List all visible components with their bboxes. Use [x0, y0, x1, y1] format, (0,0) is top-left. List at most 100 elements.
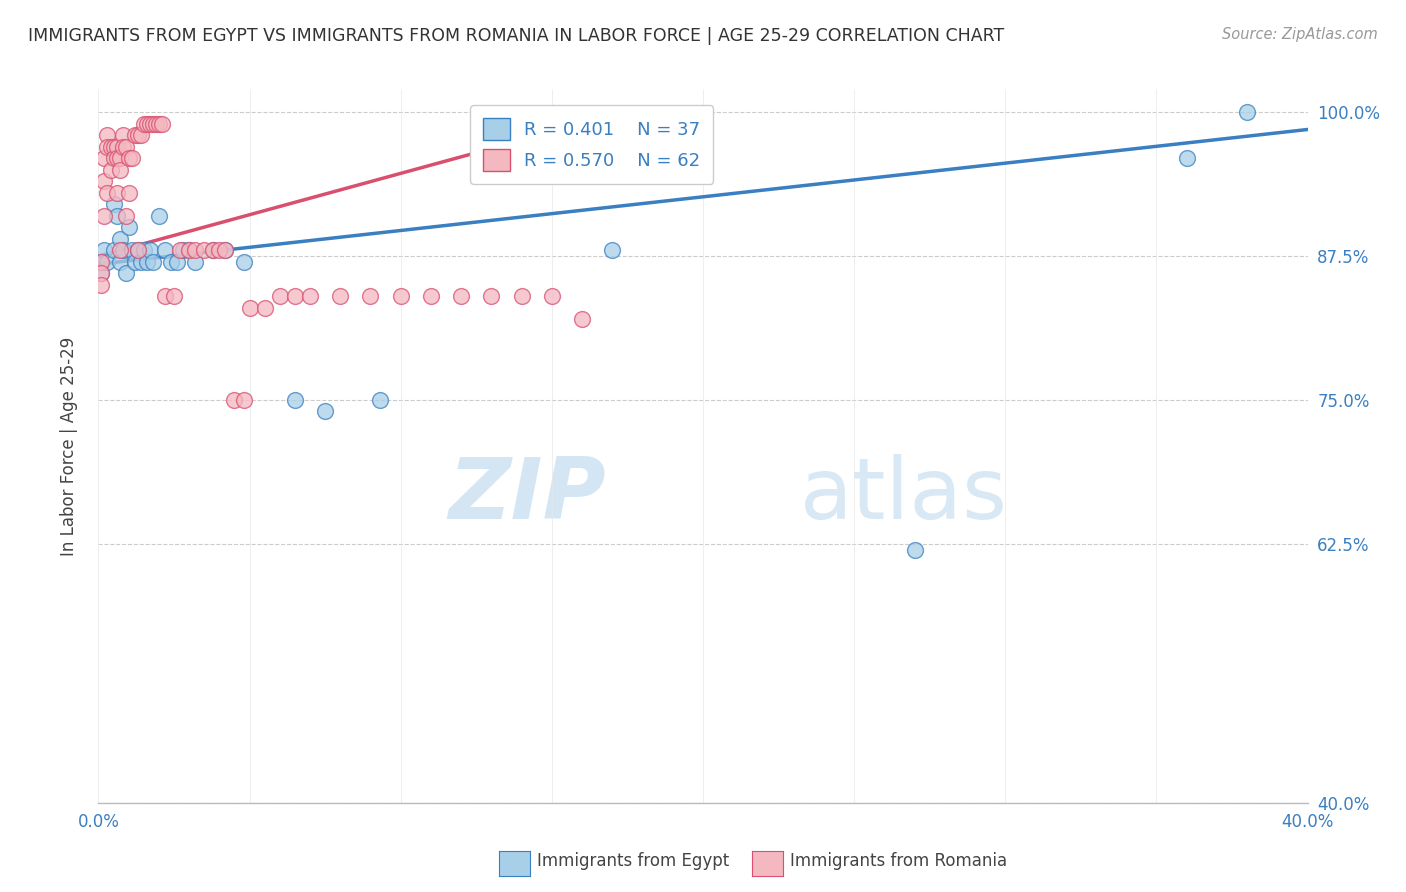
Point: [108, 162, 131, 177]
Point: [602, 244, 624, 258]
Point: [145, 117, 167, 131]
Point: [93, 244, 115, 258]
Point: [360, 289, 382, 303]
Point: [284, 289, 307, 303]
Point: [269, 289, 291, 303]
Point: [93, 209, 115, 223]
Point: [163, 289, 186, 303]
Point: [208, 244, 231, 258]
Legend: R = 0.401    N = 37, R = 0.570    N = 62: R = 0.401 N = 37, R = 0.570 N = 62: [470, 105, 713, 184]
Point: [132, 244, 155, 258]
Point: [1175, 151, 1198, 165]
Point: [127, 244, 149, 258]
Point: [90, 266, 112, 280]
Point: [100, 162, 122, 177]
Point: [100, 140, 122, 154]
Point: [153, 289, 176, 303]
Point: [90, 255, 112, 269]
Point: [1236, 105, 1258, 120]
Point: [105, 209, 128, 223]
Point: [111, 128, 134, 143]
Point: [114, 266, 136, 280]
Point: [571, 312, 593, 326]
Point: [184, 255, 207, 269]
Point: [103, 244, 125, 258]
Text: IMMIGRANTS FROM EGYPT VS IMMIGRANTS FROM ROMANIA IN LABOR FORCE | AGE 25-29 CORR: IMMIGRANTS FROM EGYPT VS IMMIGRANTS FROM…: [28, 27, 1004, 45]
Point: [481, 289, 503, 303]
Point: [108, 151, 131, 165]
Point: [114, 140, 136, 154]
Point: [193, 244, 215, 258]
Point: [103, 151, 125, 165]
Point: [124, 255, 146, 269]
Point: [103, 197, 125, 211]
Text: Immigrants from Romania: Immigrants from Romania: [790, 852, 1007, 870]
Point: [202, 244, 225, 258]
Point: [129, 255, 152, 269]
Point: [96, 186, 118, 200]
Point: [93, 174, 115, 188]
Y-axis label: In Labor Force | Age 25-29: In Labor Force | Age 25-29: [59, 336, 77, 556]
Text: atlas: atlas: [800, 454, 1008, 538]
Point: [166, 255, 188, 269]
Point: [420, 289, 443, 303]
Point: [108, 232, 131, 246]
Point: [284, 392, 307, 407]
Point: [184, 244, 207, 258]
Point: [172, 244, 194, 258]
Point: [105, 140, 128, 154]
Point: [118, 220, 141, 235]
Point: [160, 255, 183, 269]
Point: [450, 289, 472, 303]
Point: [111, 244, 134, 258]
Point: [105, 151, 128, 165]
Point: [150, 117, 173, 131]
Point: [904, 542, 927, 557]
Point: [510, 289, 533, 303]
Point: [214, 244, 236, 258]
Point: [129, 128, 152, 143]
Point: [329, 289, 352, 303]
Point: [389, 289, 412, 303]
Point: [132, 117, 155, 131]
Point: [103, 140, 125, 154]
Point: [142, 117, 165, 131]
Point: [148, 209, 170, 223]
Point: [90, 277, 112, 292]
Point: [169, 244, 191, 258]
Point: [127, 244, 149, 258]
Point: [127, 128, 149, 143]
Point: [142, 255, 165, 269]
Point: [111, 140, 134, 154]
Point: [239, 301, 262, 315]
Point: [105, 186, 128, 200]
Point: [135, 255, 157, 269]
Point: [224, 392, 246, 407]
Point: [118, 186, 141, 200]
Point: [232, 392, 254, 407]
Point: [121, 244, 143, 258]
Point: [135, 117, 157, 131]
Point: [179, 244, 201, 258]
Point: [108, 244, 131, 258]
Point: [124, 128, 146, 143]
Point: [214, 244, 236, 258]
Point: [202, 244, 225, 258]
Point: [148, 117, 170, 131]
Point: [153, 244, 176, 258]
Point: [299, 289, 322, 303]
Point: [368, 392, 391, 407]
Point: [114, 209, 136, 223]
Point: [108, 255, 131, 269]
Point: [179, 244, 201, 258]
Point: [90, 266, 112, 280]
Point: [232, 255, 254, 269]
Point: [96, 140, 118, 154]
Point: [139, 117, 162, 131]
Text: Source: ZipAtlas.com: Source: ZipAtlas.com: [1222, 27, 1378, 42]
Point: [139, 244, 162, 258]
Point: [253, 301, 276, 315]
Point: [121, 151, 143, 165]
Text: ZIP: ZIP: [449, 454, 606, 538]
Point: [93, 151, 115, 165]
